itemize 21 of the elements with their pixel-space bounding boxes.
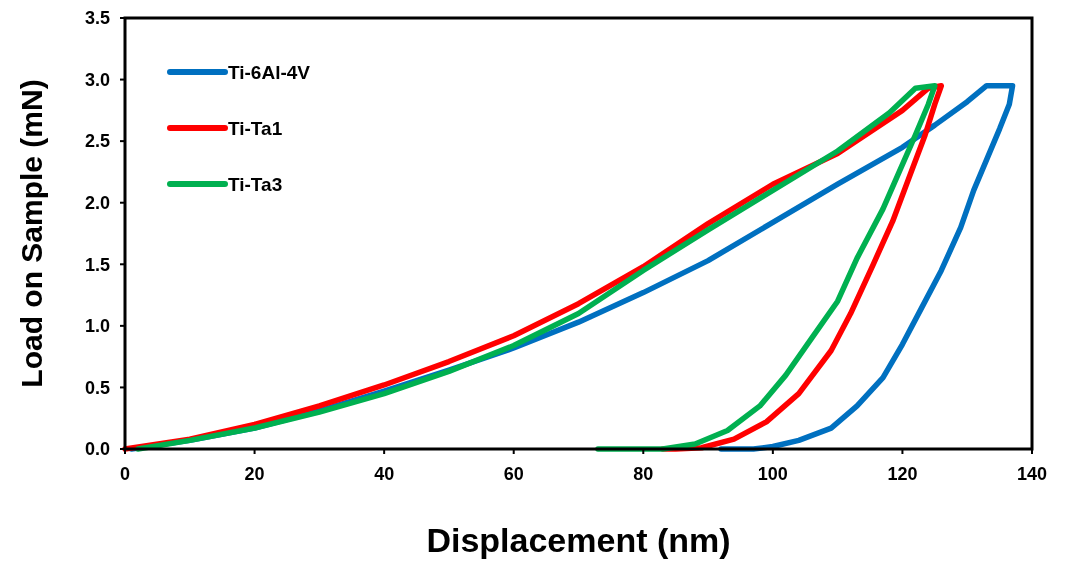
x-tick-label: 0 <box>119 464 131 484</box>
x-tick-label: 100 <box>757 464 788 484</box>
y-tick-label: 3.0 <box>84 69 110 90</box>
x-tick-label: 120 <box>887 464 918 484</box>
legend-label: Ti-Ta3 <box>228 173 283 195</box>
legend-label: Ti-6Al-4V <box>228 61 311 83</box>
legend-label: Ti-Ta1 <box>228 117 283 139</box>
x-tick-label: 20 <box>244 464 265 484</box>
x-tick-label: 80 <box>633 464 654 484</box>
y-tick-label: 1.5 <box>84 254 110 275</box>
x-tick-label: 140 <box>1016 464 1048 484</box>
x-tick-label: 40 <box>374 464 395 484</box>
x-axis-title: Displacement (nm) <box>426 521 731 559</box>
y-tick-label: 2.5 <box>84 131 110 152</box>
y-tick-label: 3.5 <box>84 8 110 29</box>
y-tick-label: 0.0 <box>84 439 110 460</box>
y-tick-label: 1.0 <box>84 316 110 337</box>
y-axis-title: Load on Sample (mN) <box>15 79 48 388</box>
x-tick-label: 60 <box>503 464 524 484</box>
y-tick-label: 2.0 <box>84 193 110 214</box>
y-tick-label: 0.5 <box>84 377 110 398</box>
